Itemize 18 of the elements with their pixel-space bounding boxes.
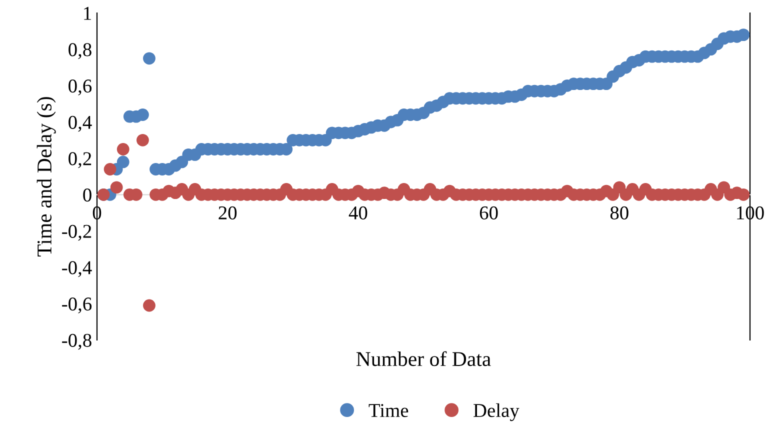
y-tick-label: 0,6: [68, 79, 92, 96]
y-tick-label: 0,8: [68, 43, 92, 60]
y-tick-label: 1: [84, 6, 91, 20]
y-tick-label: -0,8: [62, 334, 92, 350]
x-tick-label: 20: [218, 206, 237, 220]
y-tick-label: 0: [83, 188, 92, 202]
y-tick-label: -0,6: [62, 297, 92, 314]
x-tick-label: 80: [610, 206, 628, 220]
x-tick-label: 60: [480, 206, 498, 220]
legend-label: Delay: [474, 403, 520, 422]
y-tick-label: 0,4: [68, 116, 92, 132]
x-tick-label: 40: [348, 206, 368, 220]
y-tick-label: 0,2: [68, 152, 92, 168]
y-axis-title: Time and Delay (s): [36, 97, 56, 256]
legend-label: Time: [368, 404, 408, 418]
y-tick-label: -0,4: [62, 261, 92, 278]
y-tick-label: -0,2: [62, 224, 92, 241]
x-axis-title: Number of Data: [356, 351, 491, 366]
